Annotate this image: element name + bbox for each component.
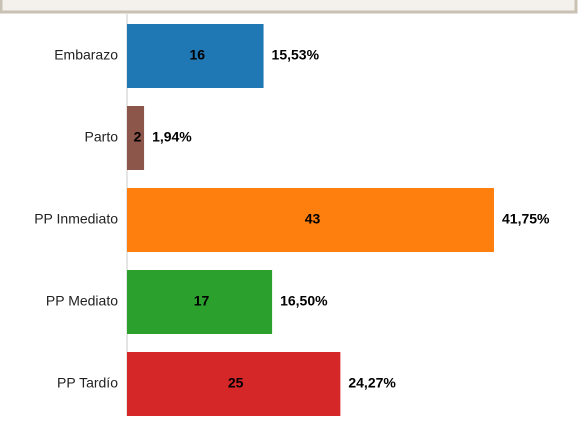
bar xyxy=(127,188,494,252)
y-tick-label: Parto xyxy=(85,129,119,145)
bar xyxy=(127,270,273,334)
y-tick-label: PP Tardío xyxy=(57,375,118,391)
bar xyxy=(127,352,341,416)
y-tick-label: PP Inmediato xyxy=(34,211,118,227)
bar xyxy=(127,24,264,88)
percent-label: 15,53% xyxy=(272,47,320,63)
value-label: 16 xyxy=(189,47,205,63)
percent-label: 24,27% xyxy=(348,375,396,391)
percent-label: 1,94% xyxy=(152,129,192,145)
percent-label: 16,50% xyxy=(280,293,328,309)
y-tick-label: PP Mediato xyxy=(46,293,118,309)
value-label: 2 xyxy=(134,129,142,145)
percent-label: 41,75% xyxy=(502,211,550,227)
value-label: 25 xyxy=(228,375,244,391)
bar xyxy=(127,106,145,170)
y-tick-label: Embarazo xyxy=(54,47,118,63)
value-label: 17 xyxy=(194,293,210,309)
value-label: 43 xyxy=(305,211,321,227)
header-bar xyxy=(0,0,578,14)
